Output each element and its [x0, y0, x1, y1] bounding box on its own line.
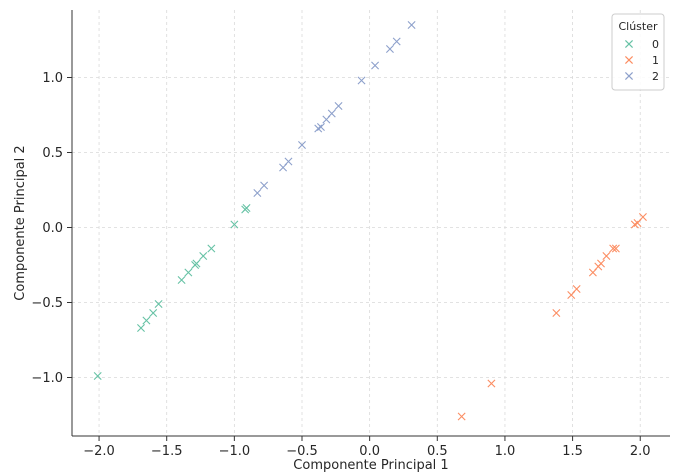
data-point	[137, 324, 145, 332]
data-points	[93, 21, 647, 421]
data-point	[572, 285, 581, 293]
data-point	[316, 123, 325, 131]
legend-label: 0	[652, 38, 659, 51]
data-point	[177, 276, 186, 284]
y-ticks: −1.0 −0.5 0.0 0.5 1.0	[31, 71, 72, 386]
data-point	[230, 220, 239, 229]
data-point	[609, 244, 618, 253]
y-tick-label: −1.0	[31, 371, 63, 386]
legend-marker	[624, 55, 634, 65]
y-axis-label: Componente Principal 2	[13, 145, 28, 300]
data-point	[602, 252, 611, 260]
legend-label: 2	[652, 70, 659, 83]
series-1	[457, 213, 647, 421]
y-tick-label: −0.5	[31, 296, 63, 311]
legend-frame	[611, 13, 665, 91]
x-tick-label: 2.0	[630, 444, 651, 459]
legend: Clúster 0 1 2	[611, 13, 665, 91]
data-point	[207, 244, 216, 253]
y-tick-label: 1.0	[42, 71, 63, 86]
legend-title: Clúster	[618, 20, 658, 33]
data-point	[242, 204, 251, 212]
data-point	[407, 21, 416, 29]
data-point	[93, 372, 102, 380]
x-tick-label: 1.0	[495, 444, 516, 459]
data-point	[154, 300, 163, 308]
x-tick-label: −2.0	[83, 444, 115, 459]
x-tick-label: −1.5	[151, 444, 183, 459]
data-point	[327, 109, 336, 118]
legend-entries: 0 1 2	[624, 38, 659, 83]
data-point	[298, 141, 306, 149]
data-point	[284, 157, 293, 166]
x-tick-label: 0.0	[359, 444, 380, 459]
data-point	[192, 259, 201, 268]
data-point	[457, 412, 466, 421]
y-tick-label: 0.5	[42, 146, 63, 161]
legend-marker	[624, 39, 634, 49]
data-point	[487, 379, 496, 388]
series-0	[93, 204, 251, 380]
data-point	[552, 309, 561, 317]
grid	[72, 10, 670, 436]
series-2	[253, 21, 416, 197]
x-axis-label: Componente Principal 1	[293, 458, 448, 473]
legend-label: 1	[652, 54, 659, 67]
data-point	[357, 76, 366, 85]
data-point	[638, 213, 647, 221]
y-tick-label: 0.0	[42, 221, 63, 236]
data-point	[611, 244, 620, 253]
data-point	[597, 259, 605, 268]
axes	[71, 10, 670, 437]
data-point	[142, 316, 151, 325]
data-point	[371, 61, 380, 70]
data-point	[260, 181, 269, 190]
data-point	[253, 189, 262, 197]
x-ticks: −2.0 −1.5 −1.0 −0.5 0.0 0.5 1.0 1.5 2.0	[83, 436, 651, 459]
data-point	[392, 37, 401, 46]
x-tick-label: −0.5	[286, 444, 318, 459]
x-tick-label: −1.0	[219, 444, 251, 459]
legend-marker	[624, 71, 634, 81]
data-point	[184, 268, 193, 277]
x-tick-label: 1.5	[562, 444, 583, 459]
x-tick-label: 0.5	[427, 444, 448, 459]
data-point	[385, 45, 394, 53]
data-point	[149, 309, 158, 317]
data-point	[334, 102, 343, 110]
data-point	[199, 252, 208, 260]
